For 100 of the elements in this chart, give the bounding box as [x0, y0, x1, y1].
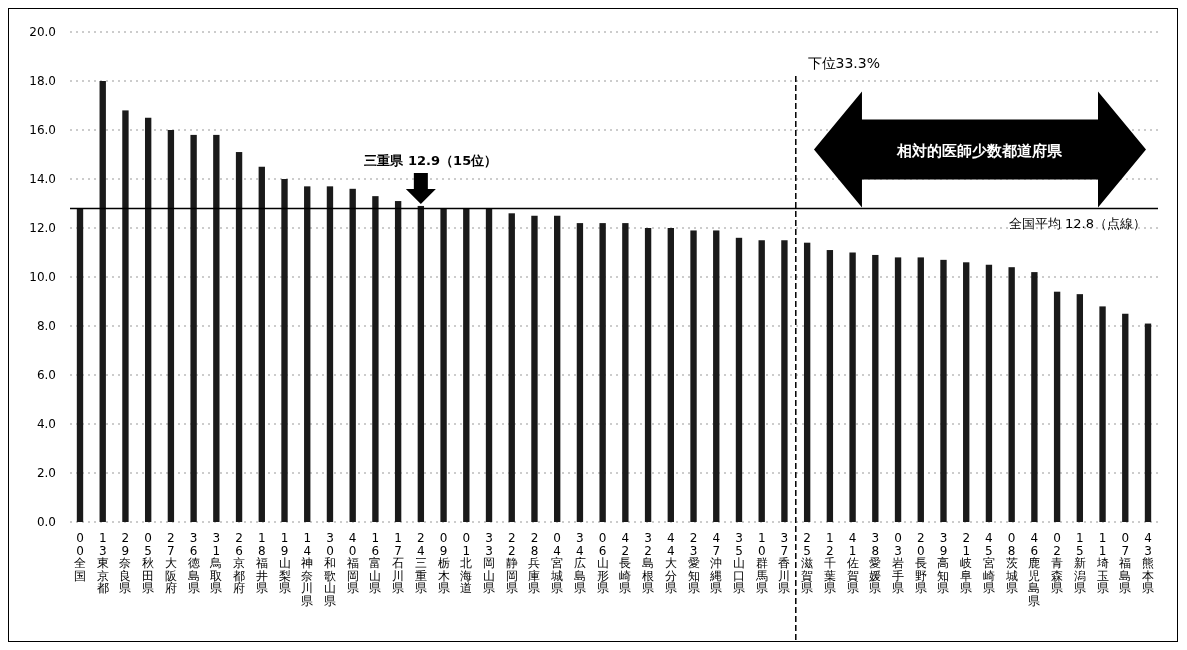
bar: [826, 250, 834, 522]
x-tick-label: 08茨城県: [1004, 531, 1018, 596]
y-tick-label: 0.0: [36, 515, 56, 530]
x-tick-label: 11埼玉県: [1095, 531, 1109, 596]
bar: [1122, 313, 1129, 522]
bar: [1008, 267, 1015, 522]
bar: [803, 242, 811, 522]
x-tick-label: 46鹿児島県: [1028, 531, 1041, 608]
x-tick-label: 30和歌山県: [323, 531, 336, 608]
bar: [281, 179, 288, 522]
bar: [554, 215, 561, 522]
x-tick-label: 13東京都: [96, 531, 109, 596]
x-tick-label: 07福島県: [1119, 531, 1132, 596]
bar: [849, 252, 856, 522]
y-tick-label: 4.0: [36, 417, 56, 432]
x-tick-label: 45宮崎県: [982, 531, 995, 596]
x-tick-label: 47沖縄県: [709, 531, 723, 596]
x-tick-label: 09栃木県: [437, 531, 450, 596]
bar: [440, 208, 447, 522]
x-tick-label: 35山口県: [732, 531, 745, 596]
bar: [304, 186, 311, 522]
bar: [622, 223, 629, 522]
bar: [713, 230, 720, 522]
x-tick-label: 15新潟県: [1073, 531, 1086, 596]
bar: [1031, 272, 1038, 522]
bar: [690, 230, 697, 522]
x-tick-label: 34広島県: [573, 531, 586, 596]
x-tick-label: 38愛媛県: [869, 531, 882, 596]
x-tick-label: 16富山県: [369, 531, 382, 596]
x-tick-label: 32島根県: [642, 531, 655, 596]
x-tick-label: 23愛知県: [687, 531, 700, 596]
bar: [326, 186, 334, 522]
annotation: 相対的医師少数都道府県: [896, 141, 1064, 160]
y-tick-label: 6.0: [36, 368, 56, 383]
x-tick-label: 28兵庫県: [528, 531, 541, 596]
bar: [463, 208, 470, 522]
bar: [1076, 294, 1084, 522]
x-tick-label: 02青森県: [1051, 531, 1064, 596]
annotation: 三重県 12.9（15位）: [364, 152, 498, 168]
x-tick-label: 22静岡県: [505, 531, 518, 596]
x-tick-label: 43熊本県: [1142, 531, 1154, 596]
y-tick-label: 20.0: [29, 25, 56, 40]
x-tick-label: 31鳥取県: [209, 531, 223, 596]
x-tick-label: 19山梨県: [278, 531, 291, 596]
bar: [644, 228, 652, 522]
y-tick-label: 14.0: [29, 172, 56, 187]
bar: [76, 208, 84, 522]
bar: [394, 201, 402, 522]
bar: [349, 188, 356, 522]
bar: [940, 259, 947, 522]
bar: [167, 130, 175, 522]
bar: [508, 213, 515, 522]
bar: [894, 257, 902, 522]
x-tick-label: 12千葉県: [823, 531, 836, 596]
x-tick-label: 37香川県: [778, 531, 791, 596]
bar: [190, 134, 197, 522]
bar: [485, 208, 493, 522]
bar: [213, 134, 220, 522]
x-tick-label: 26京都府: [233, 531, 246, 596]
x-tick-label: 05秋田県: [142, 531, 155, 596]
bar: [258, 166, 265, 522]
bar: [985, 264, 993, 522]
y-tick-label: 10.0: [29, 270, 56, 285]
x-tick-label: 27大阪府: [164, 531, 177, 596]
y-tick-label: 16.0: [29, 123, 56, 138]
x-tick-label: 18福井県: [255, 531, 268, 596]
bar: [144, 117, 152, 522]
ref-line-label: 下位33.3%: [807, 55, 881, 71]
y-tick-label: 2.0: [36, 466, 56, 481]
bar: [235, 152, 243, 522]
bar: [735, 237, 743, 522]
x-tick-label: 03岩手県: [892, 531, 905, 596]
bar: [872, 254, 879, 522]
x-tick-label: 36徳島県: [187, 531, 200, 596]
x-tick-label: 44大分県: [664, 531, 677, 596]
x-tick-label: 06山形県: [596, 531, 609, 596]
bar: [99, 81, 106, 522]
x-tick-label: 00全国: [74, 531, 86, 583]
bar: [531, 215, 538, 522]
bar: [758, 240, 765, 522]
bar: [576, 223, 584, 522]
x-tick-label: 24三重県: [414, 531, 427, 596]
x-tick-label: 42長崎県: [619, 531, 632, 596]
bar: [667, 228, 674, 522]
x-tick-label: 14神奈川県: [301, 531, 314, 608]
x-tick-label: 21岐阜県: [960, 531, 973, 596]
bar: [781, 240, 788, 522]
bar: [122, 110, 129, 522]
y-tick-label: 12.0: [29, 221, 56, 236]
x-tick-label: 17石川県: [392, 531, 405, 596]
bar: [1053, 291, 1061, 522]
bar: [599, 223, 606, 522]
bar: [1144, 323, 1152, 522]
bar: [1099, 306, 1106, 522]
x-tick-label: 40福岡県: [346, 531, 359, 596]
bar: [917, 257, 924, 522]
x-tick-label: 25滋賀県: [801, 531, 814, 596]
x-tick-label: 29奈良県: [119, 531, 132, 596]
x-tick-label: 10群馬県: [754, 531, 768, 596]
x-tick-label: 41佐賀県: [846, 531, 859, 596]
